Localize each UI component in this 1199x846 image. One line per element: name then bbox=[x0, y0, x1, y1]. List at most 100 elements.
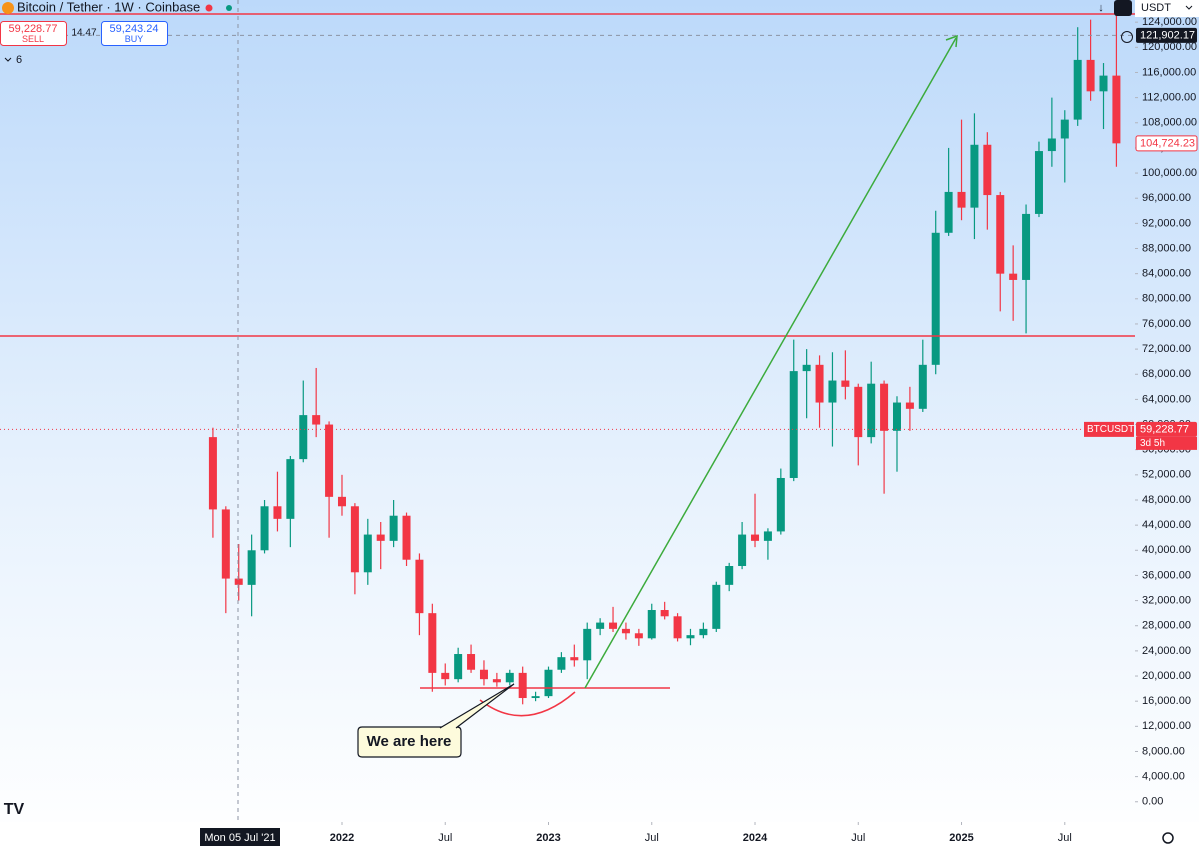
y-tick-label: 88,000.00 bbox=[1142, 242, 1191, 254]
candle-body bbox=[957, 191, 966, 208]
y-tick-label: 72,000.00 bbox=[1142, 343, 1191, 355]
candle-body bbox=[518, 672, 527, 699]
candle-body bbox=[1112, 75, 1121, 144]
sync-icon[interactable] bbox=[1114, 0, 1132, 16]
candle-body bbox=[363, 534, 372, 573]
y-tick-label: 4,000.00 bbox=[1142, 771, 1185, 783]
candle-body bbox=[299, 415, 308, 460]
y-tick-label: 80,000.00 bbox=[1142, 293, 1191, 305]
target-arrow bbox=[584, 37, 957, 689]
candle-body bbox=[1086, 59, 1095, 92]
chevron[interactable] bbox=[4, 57, 12, 62]
crosshair-date-bg bbox=[200, 828, 280, 846]
y-tick-label: 44,000.00 bbox=[1142, 519, 1191, 531]
candle-body bbox=[273, 506, 282, 519]
arrow-head bbox=[945, 34, 958, 48]
x-tick-label: 2022 bbox=[330, 832, 354, 844]
y-tick-label: 20,000.00 bbox=[1142, 670, 1191, 682]
candle-body bbox=[260, 506, 269, 551]
candle-body bbox=[221, 509, 230, 579]
sell-label: SELL bbox=[22, 34, 44, 44]
countdown: 3d 5h bbox=[1140, 438, 1165, 449]
chevron[interactable] bbox=[1185, 5, 1193, 10]
buy-button[interactable] bbox=[101, 21, 168, 46]
time-axis-bg bbox=[0, 822, 1199, 846]
y-tick-label: 64,000.00 bbox=[1142, 393, 1191, 405]
y-tick-label: 48,000.00 bbox=[1142, 494, 1191, 506]
y-tick-label: 40,000.00 bbox=[1142, 544, 1191, 556]
candle-body bbox=[1073, 59, 1082, 120]
candle-body bbox=[312, 415, 321, 425]
x-tick-label: Jul bbox=[851, 832, 865, 844]
candle-body bbox=[841, 380, 850, 387]
price-tag bbox=[1136, 27, 1197, 43]
candle-body bbox=[931, 232, 940, 365]
y-tick-label: 116,000.00 bbox=[1142, 66, 1196, 78]
x-tick-label: 2024 bbox=[743, 832, 768, 844]
candle-body bbox=[944, 191, 953, 233]
candle-body bbox=[505, 672, 514, 683]
y-tick-label: 0.00 bbox=[1142, 796, 1163, 808]
candle-body bbox=[325, 424, 334, 497]
crosshair-date: Mon 05 Jul '21 bbox=[204, 832, 275, 844]
currency[interactable]: USDT bbox=[1141, 2, 1171, 14]
sell-button[interactable] bbox=[0, 21, 67, 46]
candle-body bbox=[467, 654, 476, 670]
sell-price: 59,228.77 bbox=[9, 23, 58, 35]
add-icon[interactable] bbox=[1121, 31, 1133, 43]
settings-icon[interactable] bbox=[1162, 832, 1174, 844]
candle-body bbox=[234, 578, 243, 585]
price-tag-label: 104,724.23 bbox=[1140, 137, 1195, 149]
candle-body bbox=[699, 628, 708, 636]
y-tick-label: 24,000.00 bbox=[1142, 645, 1191, 657]
coin-icon bbox=[2, 2, 14, 14]
y-tick-label: 36,000.00 bbox=[1142, 569, 1191, 581]
candle-body bbox=[983, 144, 992, 196]
candle-body bbox=[880, 383, 889, 431]
y-tick-label: 96,000.00 bbox=[1142, 192, 1191, 204]
y-tick-label: 68,000.00 bbox=[1142, 368, 1191, 380]
candle-body bbox=[570, 657, 579, 661]
candle-body bbox=[776, 477, 785, 532]
candle-body bbox=[544, 669, 553, 697]
price-tag-label: 121,902.17 bbox=[1140, 29, 1195, 41]
candle-body bbox=[686, 635, 695, 639]
buy-price: 59,243.24 bbox=[110, 23, 159, 35]
y-tick-label: 8,000.00 bbox=[1142, 745, 1185, 757]
y-tick-label: 100,000.00 bbox=[1142, 167, 1197, 179]
x-tick-label: 2023 bbox=[536, 832, 560, 844]
countdown-bg bbox=[1136, 436, 1197, 450]
plot bbox=[0, 9, 1135, 705]
candle-body bbox=[389, 515, 398, 541]
callout-tail bbox=[439, 683, 515, 729]
candle-body bbox=[738, 534, 747, 567]
candle-body bbox=[660, 610, 669, 617]
symbol-title[interactable]: Bitcoin / Tether · 1W · Coinbase bbox=[17, 0, 200, 14]
candle-body bbox=[1022, 213, 1031, 280]
candle-body bbox=[609, 622, 618, 629]
candle-body bbox=[531, 696, 540, 699]
y-tick-label: 28,000.00 bbox=[1142, 620, 1191, 632]
candle-body bbox=[828, 380, 837, 403]
y-tick-label: 108,000.00 bbox=[1142, 117, 1197, 129]
spread: 14.47 bbox=[71, 28, 96, 39]
y-tick-label: 92,000.00 bbox=[1142, 217, 1191, 229]
candle-body bbox=[621, 628, 630, 634]
y-tick-label: 76,000.00 bbox=[1142, 318, 1191, 330]
indicator-count[interactable]: 6 bbox=[16, 54, 22, 66]
candle-body bbox=[802, 364, 811, 372]
candle-body bbox=[208, 437, 217, 510]
price-tag bbox=[1135, 135, 1198, 152]
currency-bg bbox=[1135, 0, 1199, 17]
candle-body bbox=[673, 616, 682, 639]
y-tick-label: 84,000.00 bbox=[1142, 268, 1191, 280]
candle-body bbox=[751, 534, 760, 541]
candle-body bbox=[1060, 119, 1069, 139]
symbol-tag: BTCUSDT bbox=[1087, 424, 1134, 435]
candle-body bbox=[247, 550, 256, 585]
logo[interactable]: TV bbox=[4, 801, 25, 818]
buy-label: BUY bbox=[125, 34, 144, 44]
status-dot bbox=[226, 5, 232, 11]
download-icon[interactable]: ↓ bbox=[1098, 2, 1104, 14]
